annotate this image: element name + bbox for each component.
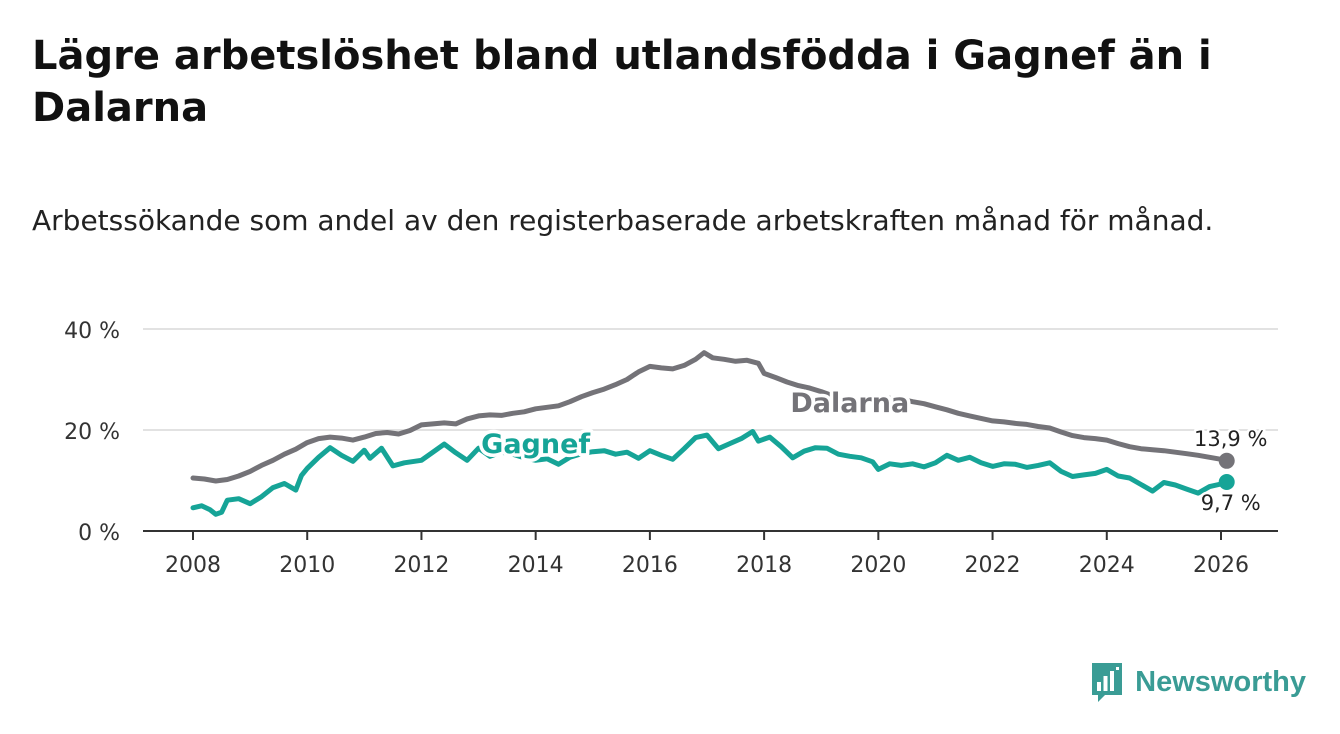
series-end-point-gagnef <box>1218 474 1235 491</box>
end-value-label-gagnef: 9,7 % <box>1201 491 1261 515</box>
bar-chart-speech-bubble-icon <box>1092 663 1123 702</box>
series-end-point-dalarna <box>1218 452 1235 469</box>
brand-logo: Newsworthy <box>1089 660 1306 704</box>
x-tick-label: 2010 <box>279 553 335 578</box>
chart-title: Lägre arbetslöshet bland utlandsfödda i … <box>32 33 1212 131</box>
x-tick-label: 2014 <box>508 553 564 578</box>
x-tick-label: 2022 <box>965 553 1021 578</box>
x-tick-label: 2018 <box>736 553 792 578</box>
x-tick-label: 2008 <box>165 553 221 578</box>
x-tick-label: 2024 <box>1079 553 1135 578</box>
x-tick-label: 2012 <box>393 553 449 578</box>
chart-subtitle: Arbetssökande som andel av den registerb… <box>32 204 1214 237</box>
series-line-gagnef <box>190 429 1230 517</box>
series-label-gagnef: Gagnef <box>481 429 590 460</box>
brand-name: Newsworthy <box>1135 665 1306 698</box>
end-value-label-dalarna: 13,9 % <box>1194 427 1267 451</box>
x-tick-label: 2016 <box>622 553 678 578</box>
series-label-dalarna: Dalarna <box>790 388 909 419</box>
series-line-dalarna <box>190 350 1230 484</box>
y-tick-label: 0 % <box>78 521 120 546</box>
x-tick-label: 2020 <box>850 553 906 578</box>
x-tick-label: 2026 <box>1193 553 1249 578</box>
y-tick-label: 40 % <box>64 319 120 344</box>
y-tick-label: 20 % <box>64 420 120 445</box>
